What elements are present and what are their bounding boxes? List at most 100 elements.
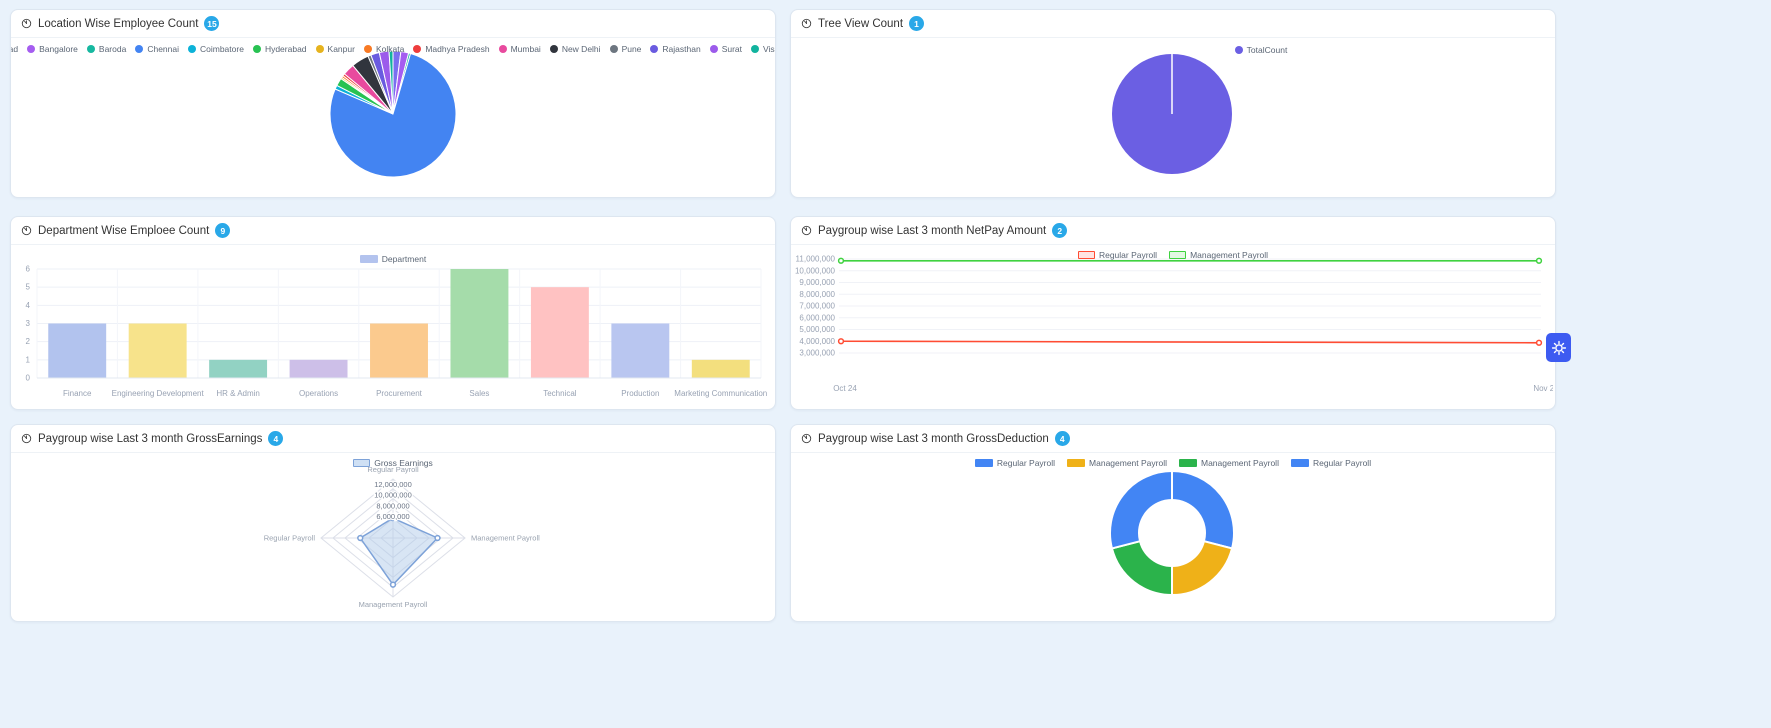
legend-label: Bangalore	[39, 44, 78, 54]
panel-tree-view-count: Tree View Count 1 TotalCount	[790, 9, 1556, 198]
count-badge: 1	[909, 16, 925, 31]
legend-item-gross-earnings[interactable]: Gross Earnings	[353, 458, 433, 468]
svg-text:10,000,000: 10,000,000	[374, 491, 412, 500]
svg-text:10,000,000: 10,000,000	[795, 266, 836, 275]
chart-legend: Regular Payroll Management Payroll Managem…	[791, 458, 1555, 468]
svg-text:12,000,000: 12,000,000	[374, 480, 412, 489]
svg-text:4,000,000: 4,000,000	[799, 337, 835, 346]
svg-text:Nov 24: Nov 24	[1533, 384, 1553, 393]
legend-item-department[interactable]: Department	[359, 254, 426, 264]
panel-location-wise-employee-count: Location Wise Employee Count 15 Ahmedaba…	[10, 9, 776, 198]
legend-label: Management Payroll	[1190, 250, 1269, 260]
legend-item-management-payroll[interactable]: Management Payroll	[1169, 250, 1268, 260]
legend-swatch	[709, 45, 718, 53]
legend-label: Regular Payroll	[1098, 250, 1158, 260]
count-badge: 15	[204, 16, 220, 31]
legend-item-new-delhi[interactable]: New Delhi	[549, 44, 601, 54]
legend-label: Pune	[621, 44, 642, 54]
legend-item-ahmedabad[interactable]: Ahmedabad	[11, 44, 18, 54]
legend-item-management-payroll[interactable]: Management Payroll	[1179, 458, 1279, 468]
legend-label: Rajasthan	[662, 44, 701, 54]
chart-area: Ahmedabad Bangalore Baroda Chennai Coimbator…	[11, 38, 775, 197]
svg-text:6,000,000: 6,000,000	[376, 512, 409, 521]
svg-text:6,000,000: 6,000,000	[799, 313, 835, 322]
svg-text:5: 5	[26, 283, 31, 292]
legend-swatch	[498, 45, 507, 53]
legend-item-hyderabad[interactable]: Hyderabad	[252, 44, 307, 54]
legend-swatch	[359, 255, 378, 263]
count-badge: 4	[268, 431, 284, 446]
chart-area: TotalCount	[791, 38, 1555, 197]
legend-item-regular-payroll[interactable]: Regular Payroll	[974, 458, 1056, 468]
panel-title: Location Wise Employee Count	[38, 17, 199, 30]
legend-label: Hyderabad	[264, 44, 307, 54]
legend-item-rajasthan[interactable]: Rajasthan	[650, 44, 701, 54]
legend-item-kanpur[interactable]: Kanpur	[315, 44, 355, 54]
legend-label: Management Payroll	[1089, 458, 1167, 468]
legend-swatch	[751, 45, 760, 53]
clock-icon	[801, 18, 812, 29]
svg-text:Management Payroll: Management Payroll	[359, 600, 428, 609]
clock-icon	[801, 225, 812, 236]
svg-text:Regular Payroll: Regular Payroll	[264, 534, 316, 543]
panel-header: Department Wise Emploee Count 9	[11, 217, 775, 245]
legend-item-management-payroll[interactable]: Management Payroll	[1067, 458, 1167, 468]
svg-text:7,000,000: 7,000,000	[799, 302, 835, 311]
legend-item-regular-payroll[interactable]: Regular Payroll	[1290, 458, 1371, 468]
settings-fab[interactable]	[1546, 333, 1571, 362]
legend-item-chennai[interactable]: Chennai	[135, 44, 179, 54]
legend-item-coimbatore[interactable]: Coimbatore	[188, 44, 244, 54]
legend-item-vishakapattinam[interactable]: Vishakapattinam	[751, 44, 775, 54]
panel-title: Paygroup wise Last 3 month GrossEarnings	[38, 432, 263, 445]
svg-text:Management Payroll: Management Payroll	[471, 534, 540, 543]
svg-text:Regular Payroll: Regular Payroll	[367, 465, 419, 474]
panel-header: Paygroup wise Last 3 month GrossDeductio…	[791, 425, 1555, 453]
legend-item-pune[interactable]: Pune	[609, 44, 642, 54]
svg-text:Production: Production	[621, 389, 659, 398]
svg-text:1: 1	[26, 355, 31, 364]
department-bar-chart[interactable]: 0 1 2 3 4 5 6 Finance Engineering Development HR …	[11, 245, 773, 409]
panel-title: Tree View Count	[818, 17, 904, 30]
legend-item-madhya-pradesh[interactable]: Madhya Pradesh	[413, 44, 490, 54]
treeview-pie-chart[interactable]	[791, 38, 1553, 197]
legend-label: Kanpur	[327, 44, 355, 54]
svg-text:8,000,000: 8,000,000	[376, 501, 409, 510]
legend-swatch	[549, 45, 558, 53]
gross-deduction-donut-chart[interactable]	[791, 453, 1553, 621]
netpay-line-chart[interactable]: 11,000,000 10,000,000 9,000,000 8,000,000 7,…	[791, 245, 1553, 409]
legend-item-surat[interactable]: Surat	[709, 44, 742, 54]
svg-text:3: 3	[26, 319, 31, 328]
legend-swatch	[1067, 459, 1086, 467]
legend-swatch	[27, 45, 36, 53]
chart-legend: Regular Payroll Management Payroll	[791, 250, 1555, 260]
count-badge: 9	[215, 223, 231, 238]
legend-swatch	[413, 45, 422, 53]
gear-icon	[1551, 340, 1566, 355]
clock-icon	[21, 433, 32, 444]
legend-item-regular-payroll[interactable]: Regular Payroll	[1077, 250, 1158, 260]
legend-label: Gross Earnings	[374, 458, 433, 468]
legend-label: Coimbatore	[200, 44, 244, 54]
panel-netpay-amount: Paygroup wise Last 3 month NetPay Amount…	[790, 216, 1556, 410]
svg-text:2: 2	[26, 337, 31, 346]
legend-swatch	[363, 45, 372, 53]
legend-swatch	[1077, 251, 1095, 259]
legend-label: Regular Payroll	[996, 458, 1056, 468]
legend-item-kolkata[interactable]: Kolkata	[363, 44, 404, 54]
legend-item-totalcount[interactable]: TotalCount	[1234, 45, 1287, 55]
panel-gross-earnings: Paygroup wise Last 3 month GrossEarnings…	[10, 424, 776, 622]
legend-swatch	[974, 459, 993, 467]
svg-text:5,000,000: 5,000,000	[799, 325, 835, 334]
chart-area: Gross Earnings 12,000,000 10,000,000 8,000…	[11, 453, 775, 621]
svg-text:0: 0	[26, 374, 31, 383]
legend-label: Vishakapattinam	[763, 44, 775, 54]
svg-text:3,000,000: 3,000,000	[799, 349, 835, 358]
location-pie-chart[interactable]	[11, 38, 773, 197]
legend-item-bangalore[interactable]: Bangalore	[27, 44, 78, 54]
legend-item-baroda[interactable]: Baroda	[86, 44, 126, 54]
chart-legend: Ahmedabad Bangalore Baroda Chennai Coimbator…	[11, 44, 775, 54]
svg-text:6: 6	[26, 265, 31, 274]
legend-item-mumbai[interactable]: Mumbai	[498, 44, 541, 54]
